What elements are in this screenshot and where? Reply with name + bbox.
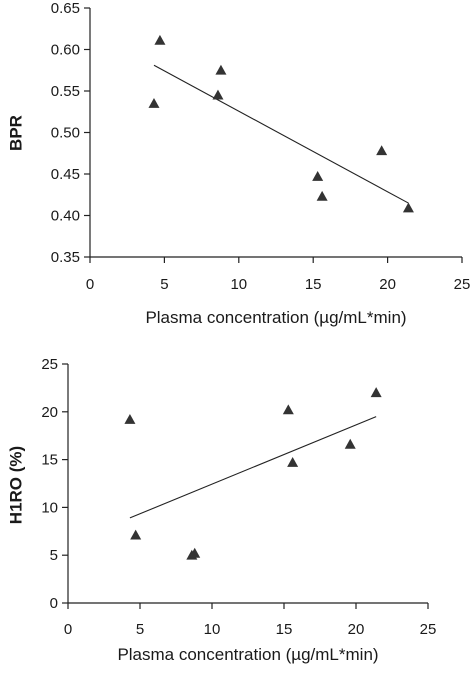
data-point	[154, 34, 166, 45]
trend-line	[129, 416, 377, 519]
x-tick-label: 0	[86, 276, 94, 293]
data-point	[148, 97, 160, 108]
y-tick-label: 0.60	[51, 42, 80, 59]
x-tick-label: 15	[305, 276, 322, 293]
data-point	[316, 190, 328, 201]
y-tick-label: 10	[41, 499, 58, 516]
x-tick-label: 25	[454, 276, 471, 293]
y-tick-label: 0.55	[51, 83, 80, 100]
data-point	[282, 404, 294, 415]
x-axis-label: Plasma concentration (µg/mL*min)	[117, 645, 378, 664]
bpr-chart: 0.35 0.40 0.45 0.50 0.55 0.60 0.65 0 5 10 15 20 25 Pl…	[7, 0, 471, 327]
data-point	[215, 64, 227, 75]
y-tick-label: 0.40	[51, 208, 80, 225]
x-tick-label: 5	[136, 621, 144, 638]
y-tick-label: 20	[41, 404, 58, 421]
data-point	[287, 456, 299, 467]
x-tick-label: 10	[230, 276, 247, 293]
x-tick-label: 20	[379, 276, 396, 293]
x-tick-label: 25	[420, 621, 437, 638]
y-axis-label: H1RO (%)	[7, 446, 26, 524]
data-point	[344, 438, 356, 449]
x-tick-label: 15	[276, 621, 293, 638]
y-tick-label: 25	[41, 356, 58, 373]
h1ro-chart: 0 5 10 15 20 25 0 5 10 15 20 25 Plasma concentration…	[7, 356, 437, 664]
data-point	[376, 145, 388, 156]
y-tick-label: 0.50	[51, 125, 80, 142]
data-point	[130, 529, 142, 540]
data-point	[370, 387, 382, 398]
x-tick-label: 10	[204, 621, 221, 638]
trend-line	[153, 64, 409, 204]
y-tick-label: 0.45	[51, 166, 80, 183]
y-tick-label: 0.35	[51, 249, 80, 266]
data-point	[124, 413, 136, 424]
data-point	[312, 170, 324, 181]
x-tick-label: 0	[64, 621, 72, 638]
y-tick-label: 5	[50, 547, 58, 564]
y-tick-label: 0	[50, 595, 58, 612]
y-tick-label: 15	[41, 452, 58, 469]
y-tick-label: 0.65	[51, 0, 80, 17]
data-point	[189, 547, 201, 558]
x-tick-label: 5	[160, 276, 168, 293]
y-axis-label: BPR	[7, 115, 26, 151]
x-tick-label: 20	[348, 621, 365, 638]
data-point	[402, 202, 414, 213]
data-point	[212, 89, 224, 100]
x-axis-label: Plasma concentration (µg/mL*min)	[145, 308, 406, 327]
